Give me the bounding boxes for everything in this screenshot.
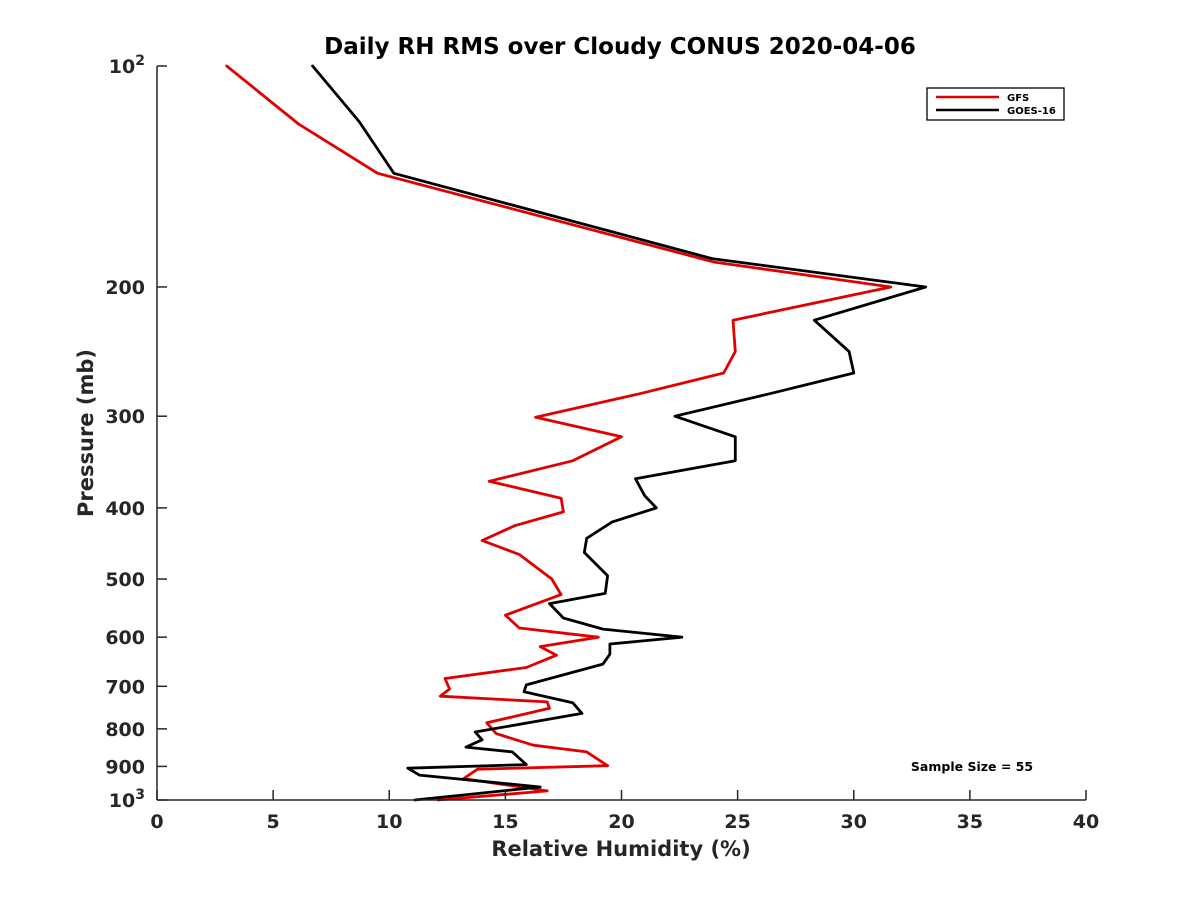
y-tick-label: 300 (105, 406, 145, 428)
chart-title: Daily RH RMS over Cloudy CONUS 2020-04-0… (324, 34, 916, 60)
x-tick-label: 35 (957, 811, 983, 833)
y-tick-label: 400 (105, 498, 145, 520)
y-tick-label: 500 (105, 569, 145, 591)
x-tick-label: 20 (608, 811, 634, 833)
axes-group: 0 5 10 15 20 25 30 35 40 102 200 300 400 500 600 700 800… (105, 53, 1099, 833)
y-tick-label: 600 (105, 627, 145, 649)
x-tick-label: 15 (492, 811, 518, 833)
x-axis-label: Relative Humidity (%) (491, 837, 750, 861)
y-tick-label: 102 (109, 53, 145, 78)
legend-label-goes-16: GOES-16 (1007, 106, 1056, 117)
y-tick-label: 900 (105, 756, 145, 778)
series-line-gfs (225, 64, 893, 802)
sample-size-annotation: Sample Size = 55 (911, 759, 1033, 774)
y-axis-label: Pressure (mb) (74, 349, 98, 517)
series-line-goes-16 (311, 64, 928, 802)
legend-label-gfs: GFS (1007, 93, 1029, 104)
y-tick-label: 200 (105, 277, 145, 299)
x-tick-label: 0 (150, 811, 163, 833)
y-tick-label: 700 (105, 676, 145, 698)
y-tick-label: 800 (105, 719, 145, 741)
legend: GFS GOES-16 (926, 87, 1065, 121)
legend-box (926, 87, 1065, 121)
plot-series-group (225, 64, 928, 802)
x-tick-label: 5 (267, 811, 280, 833)
x-tick-label: 30 (841, 811, 867, 833)
y-tick-label: 103 (109, 787, 145, 812)
x-tick-label: 10 (376, 811, 402, 833)
x-tick-label: 40 (1073, 811, 1099, 833)
x-tick-label: 25 (724, 811, 750, 833)
